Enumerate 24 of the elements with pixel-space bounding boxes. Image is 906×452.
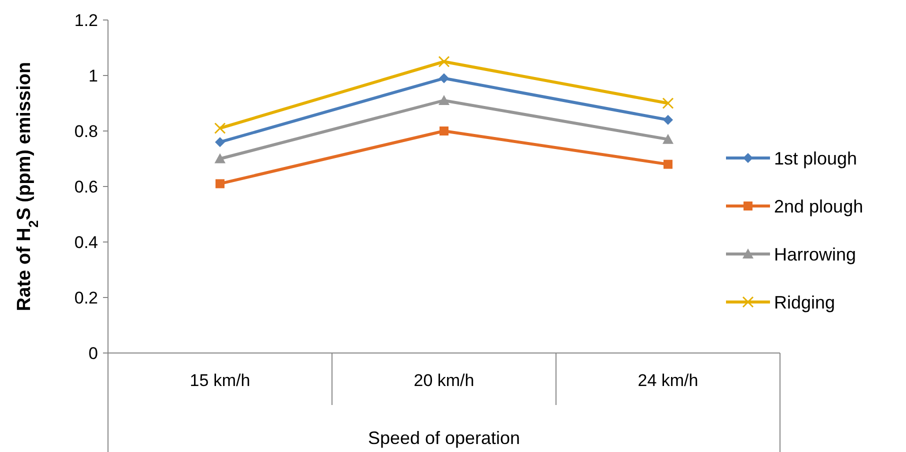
point [440, 126, 448, 136]
x-tick-label: 24 km/h [638, 371, 698, 390]
point [663, 114, 673, 125]
x-tick-label: 20 km/h [414, 371, 474, 390]
x-tick-label: 15 km/h [190, 371, 250, 390]
y-tick-label: 0.8 [74, 122, 98, 141]
point [214, 153, 226, 164]
y-tick-label: 1 [88, 66, 98, 86]
point [439, 73, 449, 84]
point [662, 134, 674, 144]
point [215, 137, 225, 148]
legend-label: Harrowing [774, 244, 856, 264]
point [438, 94, 450, 105]
y-tick-label: 0.6 [74, 177, 98, 196]
y-tick-label: 0 [88, 344, 98, 363]
y-tick-label: 0.2 [74, 288, 98, 308]
point [216, 179, 224, 188]
point [664, 160, 672, 169]
x-axis-title: Speed of operation [368, 428, 520, 448]
y-tick-label: 0.4 [74, 232, 98, 252]
y-tick-label: 1.2 [74, 10, 98, 30]
legend-label: 2nd plough [774, 196, 864, 216]
legend-label: Ridging [774, 292, 836, 312]
legend-label: 1st plough [774, 148, 858, 168]
